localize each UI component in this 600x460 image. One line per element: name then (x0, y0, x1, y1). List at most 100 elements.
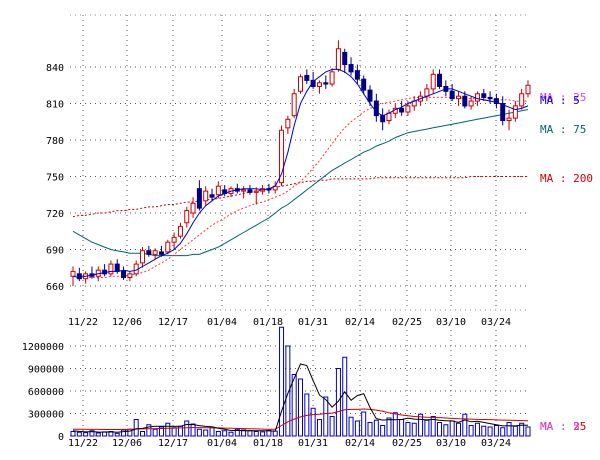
volume-y-tick: 900000 (28, 365, 64, 376)
candle-body-up (455, 95, 461, 100)
volume-bar (323, 396, 329, 437)
price-x-tick: 12/06 (112, 317, 142, 328)
candle-body-up (430, 73, 436, 90)
volume-bar (171, 427, 177, 437)
candle (127, 271, 133, 282)
volume-bar (158, 426, 164, 437)
ma-label: MA : 75 (540, 123, 586, 136)
volume-bar (455, 422, 461, 437)
volume-bar (525, 426, 531, 437)
volume-bar (203, 429, 209, 437)
candle-body-down (146, 250, 152, 255)
candle-body-up (525, 84, 531, 95)
price-chart: 660 690 720 750 780 810 840 11/22 12/06 12/17 01/… (46, 14, 593, 328)
volume-bar (222, 430, 228, 437)
volume-bar (228, 431, 234, 437)
volume-bar (506, 422, 512, 437)
volume-bar (260, 431, 266, 437)
volume-ma25-path (73, 408, 529, 430)
price-y-tick: 780 (46, 136, 64, 147)
volume-bar (133, 419, 139, 437)
candle-body-down (310, 79, 316, 87)
candle-body-up (329, 71, 335, 85)
volume-bar (329, 416, 335, 437)
candle (279, 125, 285, 187)
volume-bar (361, 411, 367, 437)
candle (253, 187, 259, 205)
volume-x-tick: 02/25 (392, 438, 422, 449)
candle-body-up (190, 202, 196, 214)
candle (310, 71, 316, 89)
ma25-line (73, 96, 528, 278)
candle-body-down (354, 70, 360, 80)
price-x-tick: 01/18 (253, 317, 283, 328)
price-x-tick: 01/31 (298, 317, 328, 328)
ma-label: MA : 25 (540, 91, 586, 104)
candle-body-down (342, 51, 348, 66)
volume-bar (209, 427, 215, 437)
price-grid (70, 14, 530, 311)
price-x-tick: 12/17 (158, 317, 188, 328)
volume-bar (184, 420, 190, 437)
candle-body-up (424, 88, 430, 97)
price-x-tick-labels: 11/22 12/06 12/17 01/04 01/18 01/31 02/14 02/25… (68, 317, 511, 328)
candle-body-up (70, 270, 76, 277)
ma200-line (72, 176, 528, 218)
candle (512, 101, 518, 122)
volume-x-tick: 03/10 (436, 438, 466, 449)
volume-x-tick: 01/04 (207, 438, 237, 449)
volume-bar (354, 420, 360, 437)
volume-bar (310, 407, 316, 437)
candle-body-up (291, 93, 297, 117)
volume-bar (373, 419, 379, 437)
candle (184, 206, 190, 228)
candle-body-down (380, 115, 386, 123)
candle-body-down (449, 90, 455, 100)
price-y-tick: 690 (46, 246, 64, 257)
volume-bar (481, 425, 487, 437)
volume-x-tick: 03/24 (481, 438, 511, 449)
candle-body-up (298, 76, 303, 92)
candle (108, 260, 114, 277)
volume-bar (342, 356, 348, 437)
volume-bar (215, 431, 221, 437)
price-y-tick-labels: 660 690 720 750 780 810 840 (46, 63, 64, 293)
candle (316, 80, 322, 94)
volume-bar (386, 417, 392, 437)
candle (158, 245, 164, 257)
price-y-tick: 810 (46, 100, 64, 111)
candle (203, 186, 209, 206)
candle-body-up (177, 225, 183, 237)
candle-body-up (127, 273, 133, 278)
volume-x-tick: 02/14 (345, 438, 375, 449)
volume-y-tick: 1200000 (22, 342, 64, 353)
volume-bar (430, 416, 436, 437)
candle (449, 84, 455, 102)
candle-body-down (500, 103, 506, 122)
candle-body-down (76, 273, 82, 280)
volume-bar (348, 416, 354, 437)
volume-x-tick: 12/06 (112, 438, 142, 449)
volume-bar (121, 429, 127, 437)
volume-y-tick-labels: 0 300000 600000 900000 1200000 (22, 342, 64, 443)
candle (140, 247, 146, 268)
volume-ma-label: MA : 5 (540, 420, 580, 433)
volume-bar (405, 422, 411, 437)
candle (367, 85, 373, 106)
candle-body-up (316, 82, 322, 87)
volume-bar (468, 425, 474, 437)
volume-bar (196, 428, 202, 437)
volume-bar (285, 345, 291, 437)
volume-bar (519, 422, 525, 437)
volume-bar (114, 432, 120, 437)
volume-bars (70, 326, 531, 437)
volume-bar (392, 412, 398, 437)
candle-body-down (361, 78, 367, 91)
candle (209, 188, 215, 201)
volume-x-tick: 01/31 (298, 438, 328, 449)
candle (481, 88, 487, 102)
candle-body-up (474, 93, 480, 102)
volume-bar (316, 419, 322, 437)
